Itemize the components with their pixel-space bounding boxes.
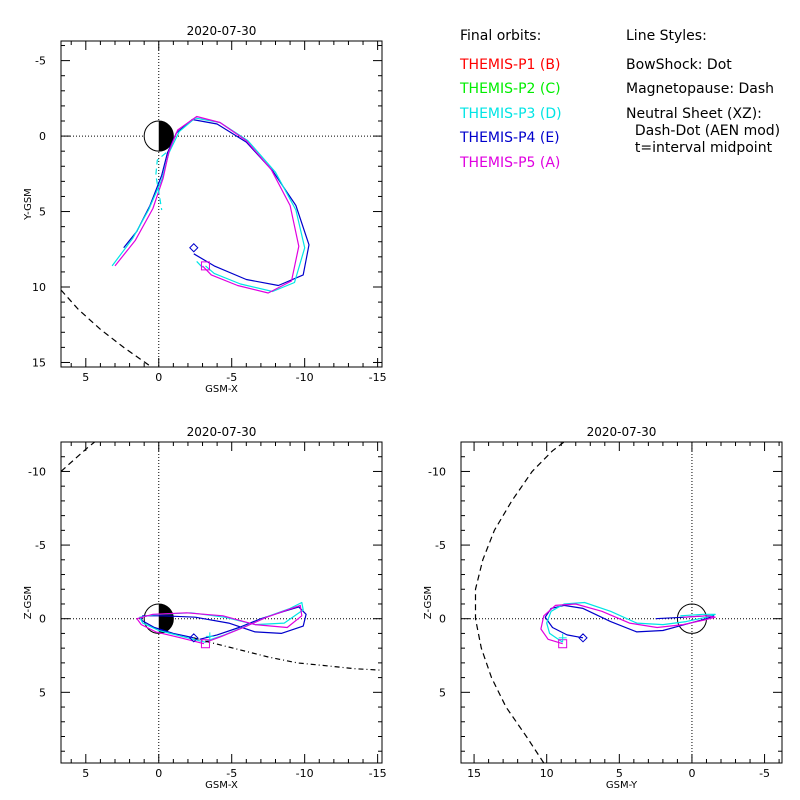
marker-square [200, 639, 210, 649]
chart-title: 2020-07-30 [187, 425, 257, 439]
y-tick-label: 5 [39, 206, 46, 219]
series-line-4 [61, 442, 95, 472]
series-line-2 [114, 115, 300, 294]
x-tick-label: 0 [688, 767, 695, 780]
plot-frame [60, 441, 383, 764]
y-tick-label: 10 [32, 281, 46, 294]
x-tick-label: 10 [540, 767, 554, 780]
y-tick-label: 15 [32, 356, 46, 369]
y-tick-label: 0 [439, 613, 446, 626]
x-tick-label: -10 [296, 371, 314, 384]
series-line-3 [193, 637, 382, 671]
marker-square [200, 261, 210, 271]
marker-diamond [189, 243, 199, 253]
x-tick-label: 15 [467, 767, 481, 780]
y-tick-label: 0 [39, 613, 46, 626]
chart-panel-xy: 5 0 -5 -10 -15 -5 0 5 10 15 2020-07-30 GSM-X Y-GSM [23, 24, 387, 395]
y-tick-label: 5 [439, 686, 446, 699]
line-style-neutral-sheet-dashdot: Dash-Dot (AEN mod) [626, 123, 781, 139]
y-tick-label: 0 [39, 130, 46, 143]
x-tick-label: -15 [369, 767, 387, 780]
series-line-3 [474, 442, 565, 763]
series-line-2 [540, 603, 716, 645]
x-tick-label: -15 [369, 371, 387, 384]
probe-label-p2: THEMIS-P2 (C) [460, 81, 561, 97]
series-line-5 [61, 289, 152, 367]
plot-frame [60, 40, 383, 368]
line-styles-title: Line Styles: [626, 28, 707, 44]
x-tick-label: 5 [82, 371, 89, 384]
series-line-0 [140, 606, 307, 640]
x-axis-label: GSM-Y [606, 780, 638, 791]
x-tick-label: -5 [226, 767, 237, 780]
y-tick-label: 5 [39, 686, 46, 699]
plot-data-area [474, 442, 716, 763]
chart-title: 2020-07-30 [187, 24, 257, 38]
y-axis-label: Y-GSM [23, 188, 34, 221]
x-tick-label: -5 [226, 371, 237, 384]
series-line-1 [111, 117, 306, 293]
y-tick-label: -5 [35, 539, 46, 552]
marker-diamond [578, 633, 588, 643]
series-line-2 [136, 604, 303, 645]
earth-night-side [158, 603, 174, 634]
final-orbits-title: Final orbits: [460, 28, 542, 44]
line-style-bowshock: BowShock: Dot [626, 57, 732, 73]
x-tick-label: -5 [759, 767, 770, 780]
plot-frame [460, 441, 783, 764]
y-tick-label: -10 [428, 465, 446, 478]
plot-data-area [61, 442, 382, 671]
y-tick-label: -5 [35, 55, 46, 68]
line-style-neutral-sheet-time: t=interval midpoint [626, 140, 773, 156]
chart-panel-xz: 5 0 -5 -10 -15 5 0 -5 -10 2020-07-30 GSM-X Z-GSM [23, 425, 387, 791]
x-axis-label: GSM-X [205, 384, 238, 395]
x-tick-label: 0 [155, 767, 162, 780]
earth-night-side [158, 120, 174, 152]
probe-label-p5: THEMIS-P5 (A) [460, 155, 561, 171]
x-tick-label: -10 [296, 767, 314, 780]
x-axis-label: GSM-X [205, 780, 238, 791]
chart-title: 2020-07-30 [587, 425, 657, 439]
y-axis-label: Z-GSM [23, 586, 34, 619]
plot-data-area [61, 115, 310, 367]
series-line-1 [546, 601, 716, 643]
marker-plus [558, 633, 567, 642]
marker-plus [205, 632, 214, 641]
line-style-magnetopause: Magnetopause: Dash [626, 81, 775, 97]
probe-label-p4: THEMIS-P4 (E) [460, 130, 560, 146]
series-line-0 [123, 118, 310, 287]
x-tick-label: 5 [82, 767, 89, 780]
y-tick-label: -10 [28, 465, 46, 478]
chart-panel-yz: 15 10 5 0 -5 5 0 -5 -10 2020-07-30 GSM-Y Z-GSM [423, 425, 783, 791]
marker-diamond [189, 633, 199, 643]
y-tick-label: -5 [435, 539, 446, 552]
line-style-neutral-sheet: Neutral Sheet (XZ): [626, 106, 762, 122]
probe-label-p1: THEMIS-P1 (B) [460, 57, 561, 73]
y-axis-label: Z-GSM [423, 586, 434, 619]
probe-label-p3: THEMIS-P3 (D) [460, 106, 562, 122]
x-tick-label: 5 [616, 767, 623, 780]
x-tick-label: 0 [155, 371, 162, 384]
